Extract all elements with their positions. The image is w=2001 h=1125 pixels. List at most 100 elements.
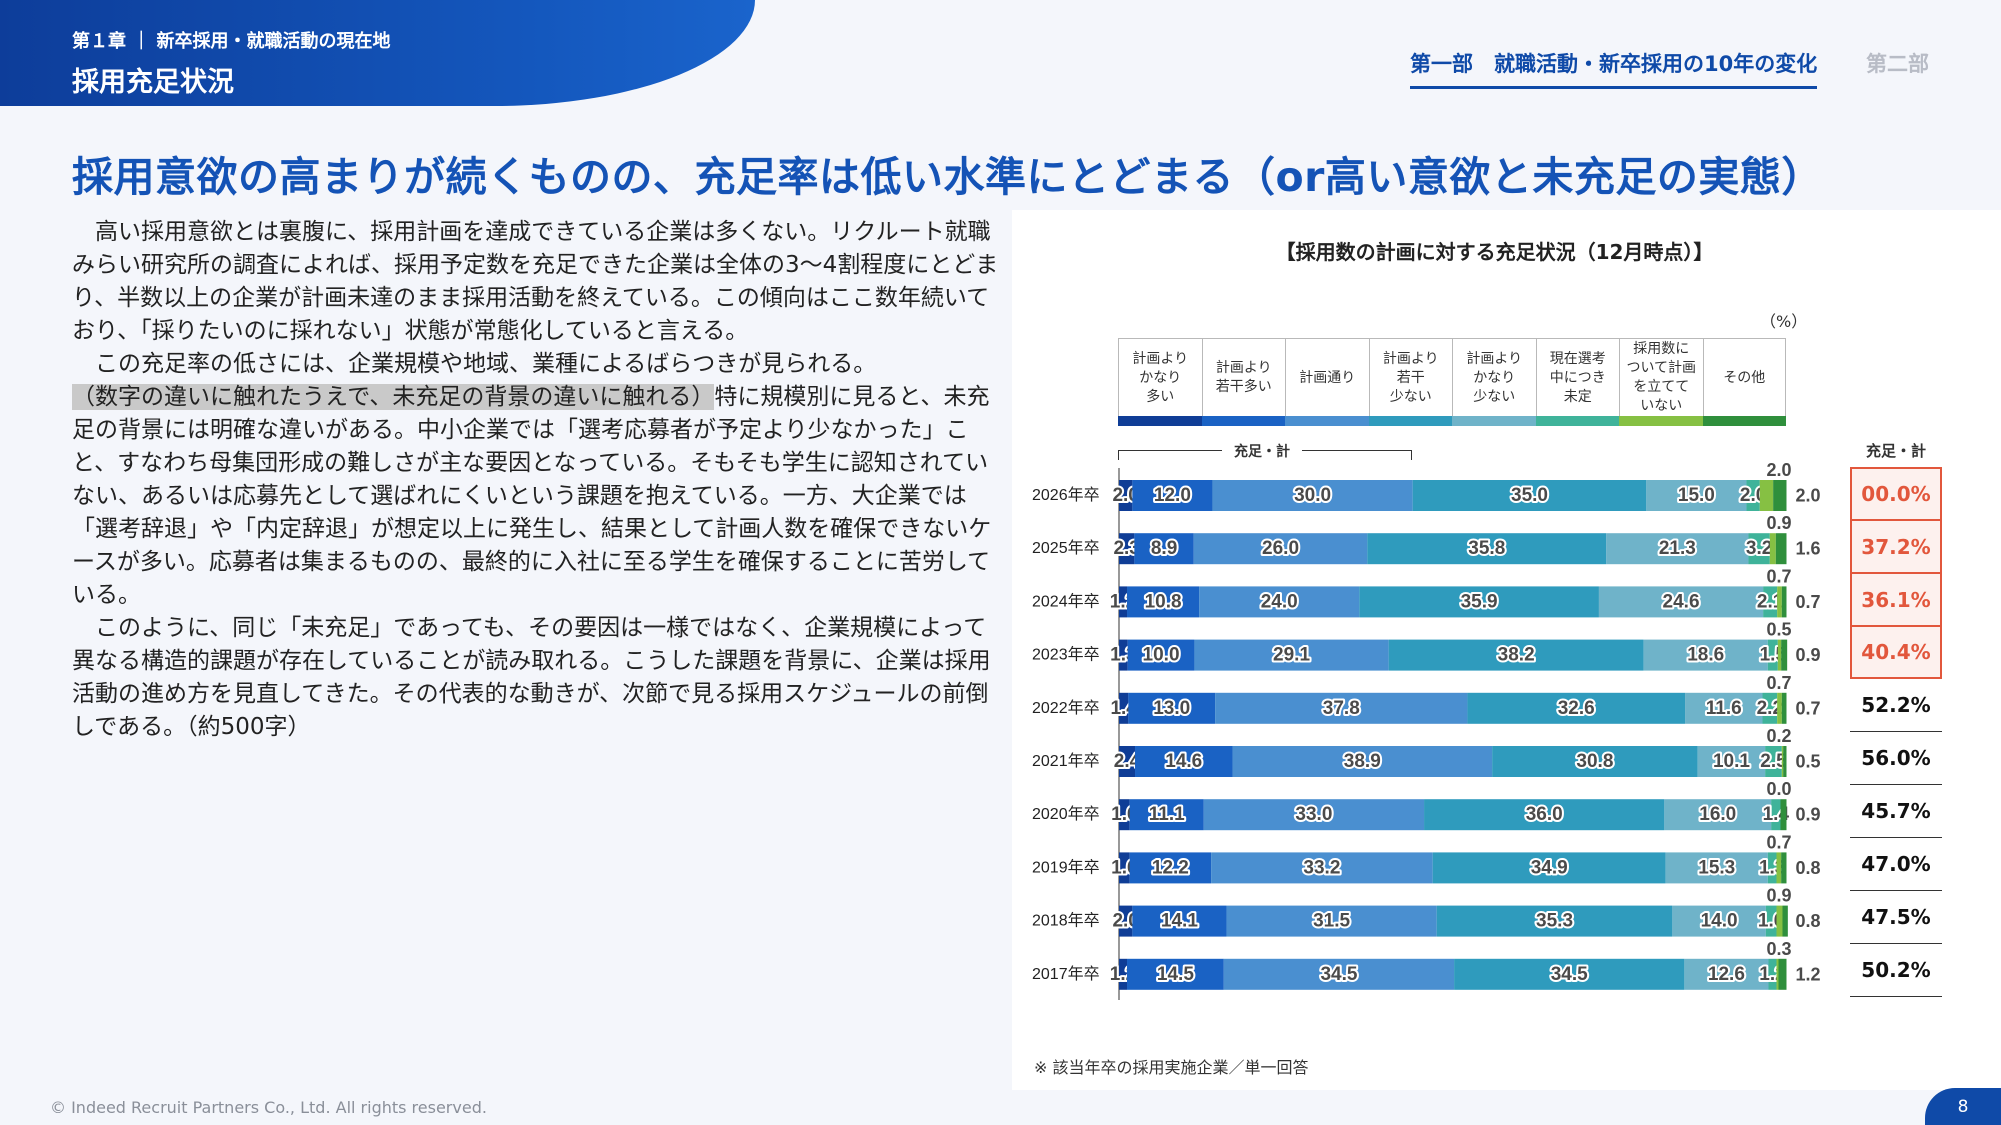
category-label: 2022年卒 bbox=[1032, 699, 1100, 717]
data-label: 13.0 bbox=[1153, 698, 1190, 719]
bar-segment bbox=[1454, 958, 1685, 990]
data-label: 15.0 bbox=[1678, 485, 1715, 506]
data-label: 0.8 bbox=[1795, 858, 1820, 878]
bar-segment bbox=[1412, 480, 1647, 511]
bar-segment bbox=[1128, 692, 1216, 724]
bar-segment bbox=[1781, 852, 1787, 884]
bar-segment bbox=[1203, 799, 1425, 831]
data-label: 0.2 bbox=[1766, 726, 1791, 746]
data-label: 0.5 bbox=[1766, 620, 1791, 640]
bar-segment bbox=[1748, 533, 1770, 565]
data-label: 0.9 bbox=[1766, 513, 1791, 533]
chapter-label: 第１章 ｜ 新卒採用・就職活動の現在地 bbox=[72, 31, 391, 52]
fulfillment-rate-value: 47.0% bbox=[1850, 838, 1942, 891]
bar-segment bbox=[1606, 533, 1749, 565]
bar-segment bbox=[1767, 852, 1777, 884]
fulfillment-rate-value: 00.0% bbox=[1850, 467, 1942, 520]
bar-segment bbox=[1132, 905, 1227, 937]
fulfillment-rate-header: 充足・計 bbox=[1865, 442, 1926, 460]
bar-segment bbox=[1129, 799, 1204, 831]
legend-item-8: その他 bbox=[1702, 338, 1786, 426]
page-number: 8 bbox=[1925, 1088, 2001, 1125]
bar-segment bbox=[1199, 586, 1360, 618]
category-label: 2017年卒 bbox=[1032, 965, 1100, 983]
legend-item-5: 計画より かなり 少ない bbox=[1452, 338, 1537, 426]
bar-segment bbox=[1777, 692, 1782, 724]
legend-label: 計画より かなり 多い bbox=[1132, 350, 1189, 405]
bar-segment bbox=[1782, 905, 1788, 937]
section-title: 採用充足状況 bbox=[72, 67, 234, 98]
bar-segment bbox=[1664, 799, 1772, 831]
chart-note: ※ 該当年卒の採用実施企業／単一回答 bbox=[1034, 1058, 1309, 1077]
fulfillment-rate-value: 47.5% bbox=[1850, 891, 1942, 944]
data-label: 16.0 bbox=[1699, 804, 1736, 825]
data-label: 12.0 bbox=[1154, 485, 1191, 506]
data-label: 34.9 bbox=[1531, 857, 1568, 878]
fulfillment-rate-value: 40.4% bbox=[1850, 626, 1942, 679]
data-label: 26.0 bbox=[1262, 538, 1299, 559]
legend-label: 計画より 若干多い bbox=[1215, 360, 1272, 395]
data-label: 29.1 bbox=[1273, 645, 1310, 666]
bar-segment bbox=[1685, 692, 1763, 724]
bar-segment bbox=[1119, 958, 1128, 990]
bar-segment bbox=[1194, 639, 1389, 671]
legend-item-2: 計画より 若干多い bbox=[1201, 338, 1286, 426]
category-label: 2024年卒 bbox=[1032, 592, 1100, 610]
category-label: 2020年卒 bbox=[1032, 805, 1100, 823]
bar-segment bbox=[1119, 746, 1136, 777]
data-label: 0.5 bbox=[1795, 752, 1820, 772]
data-label: 14.5 bbox=[1157, 964, 1194, 985]
bar-segment bbox=[1781, 586, 1787, 618]
data-label: 0.7 bbox=[1766, 566, 1791, 586]
legend-label: 計画より 若干 少ない bbox=[1382, 350, 1439, 405]
data-label: 24.6 bbox=[1663, 591, 1700, 612]
data-label: 0.3 bbox=[1766, 939, 1791, 959]
bar-segment bbox=[1359, 586, 1599, 618]
bar-segment bbox=[1388, 639, 1644, 671]
data-label: 2.0 bbox=[1795, 486, 1820, 506]
data-label: 18.6 bbox=[1687, 645, 1724, 666]
chart-unit: （%） bbox=[1760, 312, 1808, 331]
bar-segment bbox=[1134, 533, 1194, 565]
data-label: 34.5 bbox=[1320, 964, 1357, 985]
bar-segment bbox=[1436, 905, 1673, 937]
data-label: 12.6 bbox=[1708, 964, 1745, 985]
bar-segment bbox=[1697, 746, 1766, 777]
bar-segment bbox=[1759, 480, 1774, 511]
data-label: 24.0 bbox=[1261, 591, 1298, 612]
bar-segment bbox=[1763, 586, 1778, 618]
bar-segment bbox=[1684, 958, 1769, 990]
bar-segment bbox=[1643, 639, 1768, 671]
legend-item-4: 計画より 若干 少ない bbox=[1368, 338, 1453, 426]
fulfillment-rate-value: 37.2% bbox=[1850, 520, 1942, 573]
bar-segment bbox=[1119, 586, 1128, 618]
data-label: 0.8 bbox=[1795, 911, 1820, 931]
category-label: 2025年卒 bbox=[1032, 539, 1100, 557]
bar-segment bbox=[1776, 958, 1779, 990]
data-label: 14.1 bbox=[1161, 911, 1198, 932]
page-headline: 採用意欲の高まりが続くものの、充足率は低い水準にとどまる（or高い意欲と未充足の… bbox=[72, 153, 1823, 201]
bar-segment bbox=[1746, 480, 1760, 511]
bar-segment bbox=[1119, 692, 1129, 724]
data-label: 30.0 bbox=[1294, 485, 1331, 506]
bar-segment bbox=[1467, 692, 1686, 724]
fulfillment-rate-value: 52.2% bbox=[1850, 679, 1942, 732]
bar-segment bbox=[1781, 746, 1784, 777]
data-label: 32.6 bbox=[1558, 698, 1595, 719]
editor-note-highlight: （数字の違いに触れたうえで、未充足の背景の違いに触れる） bbox=[72, 384, 715, 410]
data-label: 0.7 bbox=[1766, 832, 1791, 852]
paragraph-2: この充足率の低さには、企業規模や地域、業種によるばらつきが見られる。 （数字の違い… bbox=[72, 348, 1002, 612]
data-label: 3.2 bbox=[1746, 538, 1772, 559]
bar-segment bbox=[1132, 480, 1213, 511]
bar-segment bbox=[1776, 852, 1782, 884]
nav-part1-tab[interactable]: 第一部 就職活動・新卒採用の10年の変化 bbox=[1410, 48, 1818, 89]
data-label: 11.1 bbox=[1149, 804, 1185, 825]
legend-swatch bbox=[1118, 416, 1203, 426]
data-label: 14.0 bbox=[1701, 911, 1738, 932]
bar-segment bbox=[1781, 639, 1788, 671]
data-label: 1.6 bbox=[1795, 539, 1820, 559]
data-label: 33.0 bbox=[1295, 804, 1332, 825]
data-label: 35.9 bbox=[1461, 591, 1498, 612]
data-label: 1.2 bbox=[1795, 964, 1820, 984]
nav-part2-tab[interactable]: 第二部 bbox=[1866, 52, 1929, 76]
